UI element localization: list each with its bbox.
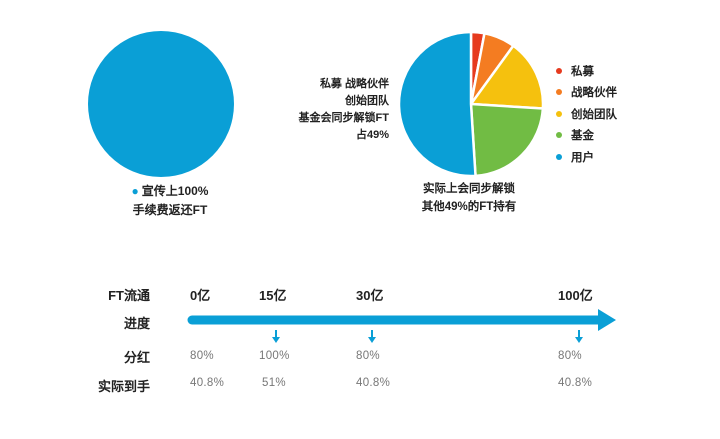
right-pie-legend: 私募 战略伙伴 创始团队 基金 用户 bbox=[556, 60, 617, 168]
dividend-value: 100% bbox=[259, 350, 290, 362]
legend-label: 用户 bbox=[571, 151, 594, 164]
row-label-dividend: 分红 bbox=[123, 350, 150, 365]
pie-slice bbox=[469, 102, 545, 178]
stage-label: 30亿 bbox=[356, 288, 384, 303]
right-pie-caption: 实际上会同步解锁 其他49%的FT持有 bbox=[404, 180, 534, 216]
dividend-value: 80% bbox=[558, 350, 582, 362]
right-pie-side-note: 私募 战略伙伴 创始团队 基金会同步解锁FT 占49% bbox=[268, 76, 389, 144]
down-arrow-icon bbox=[368, 330, 376, 343]
note-line-2: 创始团队 bbox=[345, 95, 389, 107]
left-caption-line-2: 手续费返还FT bbox=[132, 203, 208, 217]
legend-dot bbox=[556, 153, 562, 160]
legend-item-private: 私募 bbox=[556, 60, 617, 82]
progress-arrow-head bbox=[598, 309, 616, 331]
down-arrow-icon bbox=[272, 330, 280, 343]
left-caption-line-1: 宣传上100% bbox=[141, 184, 209, 198]
row-label-progress: 进度 bbox=[123, 316, 150, 331]
legend-dot bbox=[556, 67, 562, 74]
actual-value: 40.8% bbox=[190, 377, 225, 389]
row-label-actual: 实际到手 bbox=[97, 379, 150, 394]
legend-label: 基金 bbox=[571, 130, 594, 143]
dividend-value: 80% bbox=[190, 350, 214, 362]
bullet-dot: ● bbox=[131, 184, 139, 198]
right-caption-line-2: 其他49%的FT持有 bbox=[421, 201, 517, 213]
legend-item-users: 用户 bbox=[556, 146, 617, 168]
note-line-1: 私募 战略伙伴 bbox=[319, 78, 389, 90]
legend-item-team: 创始团队 bbox=[556, 103, 617, 125]
stage-label: 15亿 bbox=[259, 288, 287, 303]
stage-label: 0亿 bbox=[190, 288, 211, 303]
pie-slice bbox=[397, 30, 477, 178]
stage-label: 100亿 bbox=[558, 288, 593, 303]
down-arrow-icon bbox=[575, 330, 583, 343]
note-line-3: 基金会同步解锁FT bbox=[298, 112, 389, 124]
left-pie-chart bbox=[88, 31, 234, 177]
right-pie-chart bbox=[397, 30, 545, 178]
legend-dot bbox=[556, 110, 562, 117]
legend-label: 创始团队 bbox=[571, 108, 617, 121]
legend-dot bbox=[556, 132, 562, 139]
row-label-circulation: FT流通 bbox=[108, 288, 150, 303]
legend-dot bbox=[556, 89, 562, 96]
legend-item-partner: 战略伙伴 bbox=[556, 82, 617, 104]
actual-value: 40.8% bbox=[356, 377, 391, 389]
note-line-4: 占49% bbox=[355, 129, 389, 141]
actual-value: 51% bbox=[262, 377, 286, 389]
progress-timeline bbox=[187, 309, 616, 343]
pie-slice bbox=[88, 31, 234, 177]
pie-slice bbox=[469, 44, 545, 110]
legend-label: 私募 bbox=[571, 65, 594, 78]
left-pie-caption: ● 宣传上100% 手续费返还FT bbox=[90, 182, 250, 220]
legend-item-fund: 基金 bbox=[556, 125, 617, 147]
legend-label: 战略伙伴 bbox=[571, 87, 617, 100]
actual-value: 40.8% bbox=[558, 377, 593, 389]
dividend-value: 80% bbox=[356, 350, 380, 362]
right-caption-line-1: 实际上会同步解锁 bbox=[423, 183, 515, 195]
